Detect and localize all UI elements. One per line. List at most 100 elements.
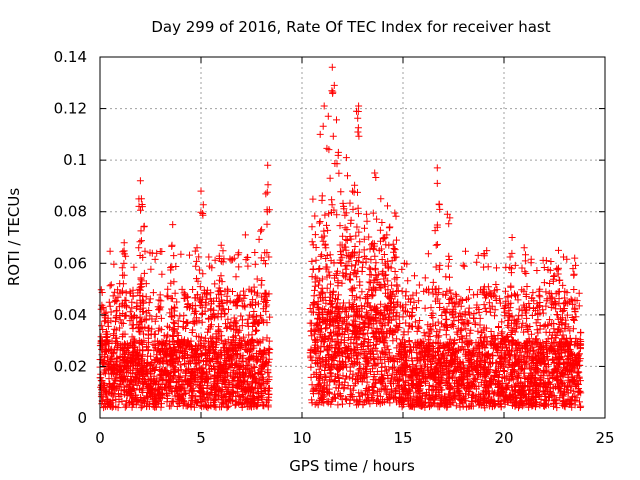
data-point [150,361,158,369]
data-point [262,260,269,268]
data-point [379,315,387,323]
data-point [263,297,271,304]
data-point [116,377,124,385]
data-point [221,361,229,369]
data-point [308,238,316,246]
data-point [411,272,418,280]
data-point [136,385,144,393]
data-point [200,370,208,378]
data-point [155,327,163,335]
data-point [559,281,567,289]
data-point [264,387,272,395]
data-point [97,305,105,313]
data-point [474,327,482,335]
data-point [145,307,153,314]
data-point [189,286,197,293]
data-point [127,362,135,370]
data-point [176,361,184,369]
data-point [212,338,220,346]
data-point [165,324,173,332]
data-point [253,313,260,321]
data-point [198,318,206,326]
data-point [536,293,544,301]
data-point [547,258,555,265]
data-point [339,232,347,240]
data-point [245,360,253,368]
data-point [192,366,200,374]
data-point [206,367,214,375]
data-point [140,330,147,338]
data-point [223,404,231,412]
data-point [166,309,174,317]
data-point [235,392,243,400]
data-point [122,289,130,297]
data-point [492,281,500,288]
data-point [183,319,191,327]
data-point [550,272,558,280]
data-point [145,299,153,307]
data-point [245,331,253,339]
data-point [236,335,244,343]
data-point [340,299,347,307]
data-point [212,403,220,411]
data-point [204,390,212,398]
data-point [173,298,181,306]
data-point [452,290,460,298]
data-point [265,390,273,398]
data-point [110,390,118,398]
data-point [113,384,121,392]
data-point [106,282,114,290]
data-point [97,374,105,382]
data-point [159,357,167,365]
data-point [356,278,364,286]
data-point [121,312,129,320]
data-point [474,251,482,259]
data-point [230,314,238,322]
data-point [126,308,134,316]
data-point [238,322,246,330]
data-point [157,370,165,378]
data-point [415,297,423,305]
data-point [207,334,215,342]
data-point [527,255,535,263]
data-point [147,265,155,273]
data-point [112,326,120,334]
data-point [467,326,475,334]
data-point [308,223,316,231]
data-point [465,286,473,294]
data-point [130,263,138,271]
data-point [391,268,399,275]
data-point [240,287,247,295]
data-point [210,378,218,386]
data-point [122,400,130,408]
data-point [163,292,171,300]
data-point [484,263,492,271]
data-point [386,223,394,231]
data-point [427,304,435,312]
data-point [260,297,268,305]
data-point [122,402,130,410]
data-point [356,294,364,302]
data-point [254,289,261,297]
data-point [533,267,541,274]
data-point [233,388,241,396]
data-point [259,402,267,410]
data-point [321,211,329,219]
data-point [521,257,529,265]
data-point [389,240,397,248]
data-point [110,360,118,368]
data-point [168,263,176,271]
data-point [143,343,151,351]
data-point [170,278,178,286]
data-point [115,303,123,311]
data-point [179,394,187,402]
data-point [495,323,503,330]
data-point [266,313,274,321]
data-point [156,392,164,400]
data-point [322,325,329,333]
data-point [240,393,248,401]
data-point [185,364,193,372]
data-point [223,298,231,306]
data-point [118,264,126,272]
data-point [352,261,359,269]
